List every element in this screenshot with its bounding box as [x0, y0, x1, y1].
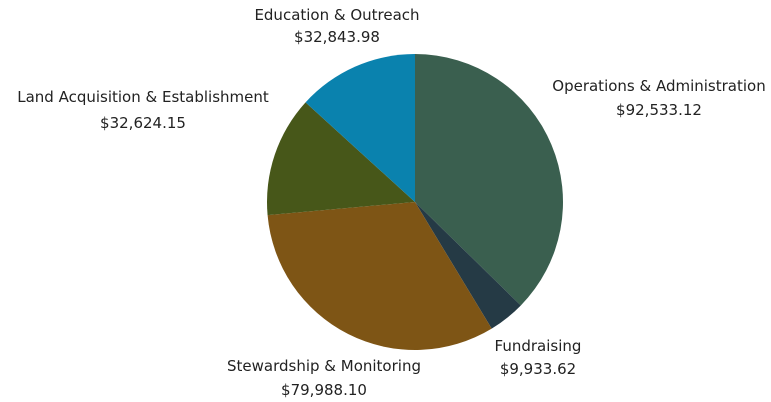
slice-label-stewardship-and-monitoring: Stewardship & Monitoring [227, 357, 421, 375]
slice-value-operations-and-administration: $92,533.12 [616, 101, 702, 119]
pie-slice-stewardship-and-monitoring [267, 202, 492, 350]
slice-value-stewardship-and-monitoring: $79,988.10 [281, 381, 367, 399]
pie-slice-operations-and-administration [415, 54, 564, 306]
slice-label-education-and-outreach: Education & Outreach [254, 6, 419, 24]
slice-value-land-acquisition-and-establishment: $32,624.15 [100, 114, 186, 132]
slice-value-fundraising: $9,933.62 [500, 360, 576, 378]
slice-label-operations-and-administration: Operations & Administration [552, 77, 765, 95]
slice-value-education-and-outreach: $32,843.98 [294, 28, 380, 46]
slice-label-fundraising: Fundraising [495, 337, 582, 355]
pie-slices [267, 54, 564, 350]
pie-slice-education-and-outreach [305, 54, 415, 202]
slice-labels: Operations & Administration $92,533.12 Fun… [17, 6, 765, 399]
pie-slice-fundraising [415, 202, 521, 329]
slice-label-land-acquisition-and-establishment: Land Acquisition & Establishment [17, 88, 269, 106]
pie-slice-land-acquisition-and-establishment [267, 102, 415, 216]
